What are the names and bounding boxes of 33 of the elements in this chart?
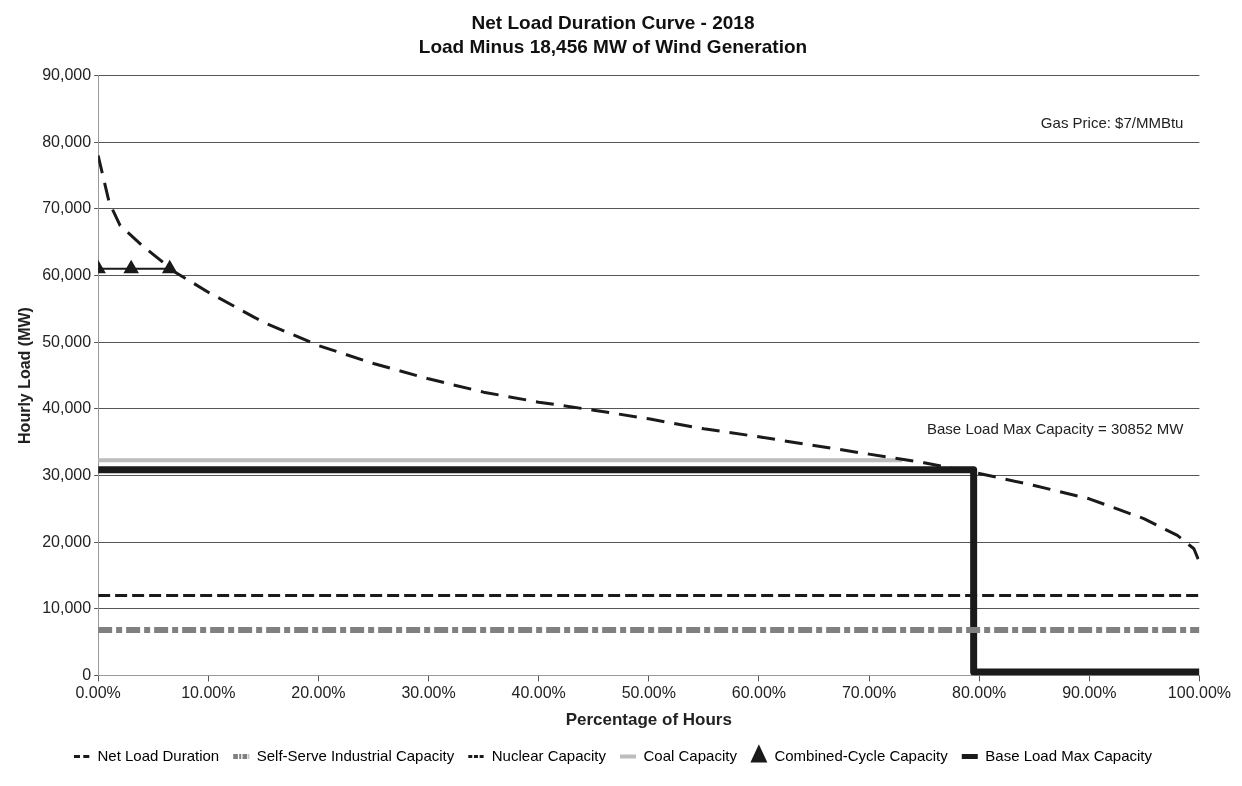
x-tick-label: 60.00% xyxy=(731,684,787,702)
y-tick-label: 50,000 xyxy=(42,332,92,350)
x-tick-label: 80.00% xyxy=(952,684,1007,702)
y-tick-label: 20,000 xyxy=(42,532,92,550)
legend-label: Self-Serve Industrial Capacity xyxy=(256,746,455,764)
x-tick-label: 0.00% xyxy=(75,684,121,702)
annotation: Gas Price: $7/MMBtu xyxy=(1040,113,1184,131)
y-tick-label: 80,000 xyxy=(42,132,92,150)
x-axis-title: Percentage of Hours xyxy=(565,710,732,730)
legend-label: Coal Capacity xyxy=(643,746,738,764)
y-tick-label: 60,000 xyxy=(42,265,92,283)
y-tick-label: 10,000 xyxy=(42,599,92,617)
x-tick-label: 90.00% xyxy=(1062,684,1117,702)
x-tick-label: 100.00% xyxy=(1167,684,1231,702)
y-tick-label: 40,000 xyxy=(42,399,92,417)
legend-label: Combined-Cycle Capacity xyxy=(774,746,949,764)
x-tick-label: 10.00% xyxy=(181,684,236,702)
chart-subtitle: Load Minus 18,456 MW of Wind Generation xyxy=(418,36,808,58)
x-tick-label: 50.00% xyxy=(621,684,676,702)
chart-title: Net Load Duration Curve - 2018 xyxy=(471,11,755,33)
y-tick-label: 0 xyxy=(82,665,92,683)
y-tick-label: 70,000 xyxy=(42,199,92,217)
y-axis-title: Hourly Load (MW) xyxy=(16,307,34,444)
y-tick-label: 30,000 xyxy=(42,465,92,483)
x-tick-label: 30.00% xyxy=(401,684,456,702)
annotation: Base Load Max Capacity = 30852 MW xyxy=(927,419,1185,437)
legend-label: Base Load Max Capacity xyxy=(985,746,1153,764)
x-tick-label: 20.00% xyxy=(291,684,346,702)
y-tick-label: 90,000 xyxy=(42,66,92,84)
legend-label: Nuclear Capacity xyxy=(491,746,607,764)
legend-label: Net Load Duration xyxy=(97,746,220,764)
x-tick-label: 70.00% xyxy=(841,684,897,702)
x-tick-label: 40.00% xyxy=(511,684,566,702)
